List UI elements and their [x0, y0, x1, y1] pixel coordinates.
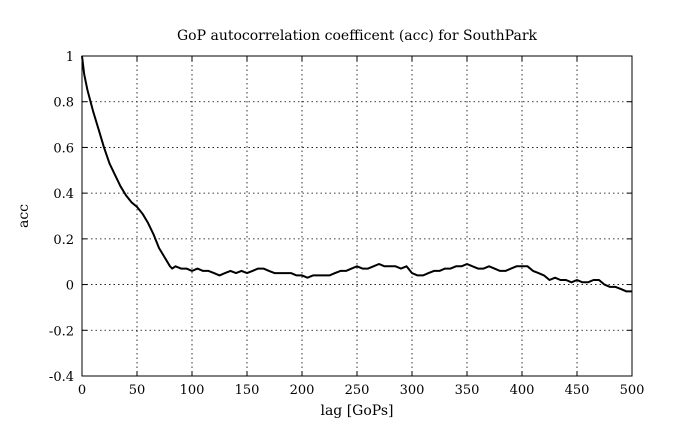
- x-tick-label: 450: [565, 383, 590, 398]
- x-tick-label: 500: [620, 383, 645, 398]
- plot-frame: [81, 55, 633, 377]
- y-tick-label: 0.6: [53, 141, 74, 156]
- tick-layer: 0 50 100 150 200 250 300 350 400 450 500 -0.4 -0.2 0 0…: [49, 50, 644, 398]
- y-axis-label: acc: [16, 204, 32, 228]
- y-tick-label: 0.4: [53, 187, 74, 202]
- acc-series-line: [81, 55, 632, 293]
- x-tick-label: 100: [180, 383, 205, 398]
- x-tick-label: 350: [455, 383, 480, 398]
- x-tick-label: 300: [400, 383, 425, 398]
- y-tick-label: 0.8: [53, 96, 74, 111]
- x-tick-label: 400: [510, 383, 535, 398]
- chart-title: GoP autocorrelation coefficent (acc) for…: [177, 28, 538, 44]
- x-tick-label: 50: [129, 383, 146, 398]
- x-tick-label: 250: [345, 383, 370, 398]
- x-tick-label: 150: [235, 383, 260, 398]
- x-axis-label: lag [GoPs]: [320, 403, 393, 419]
- grid-layer: [82, 56, 632, 376]
- y-tick-label: -0.4: [49, 370, 74, 385]
- x-tick-label: 200: [290, 383, 315, 398]
- x-tick-label: 0: [78, 383, 86, 398]
- series-layer: [81, 55, 632, 293]
- y-tick-label: 0: [66, 279, 74, 294]
- y-tick-label: -0.2: [49, 324, 74, 339]
- y-tick-label: 0.2: [53, 233, 74, 248]
- y-tick-label: 1: [66, 50, 74, 65]
